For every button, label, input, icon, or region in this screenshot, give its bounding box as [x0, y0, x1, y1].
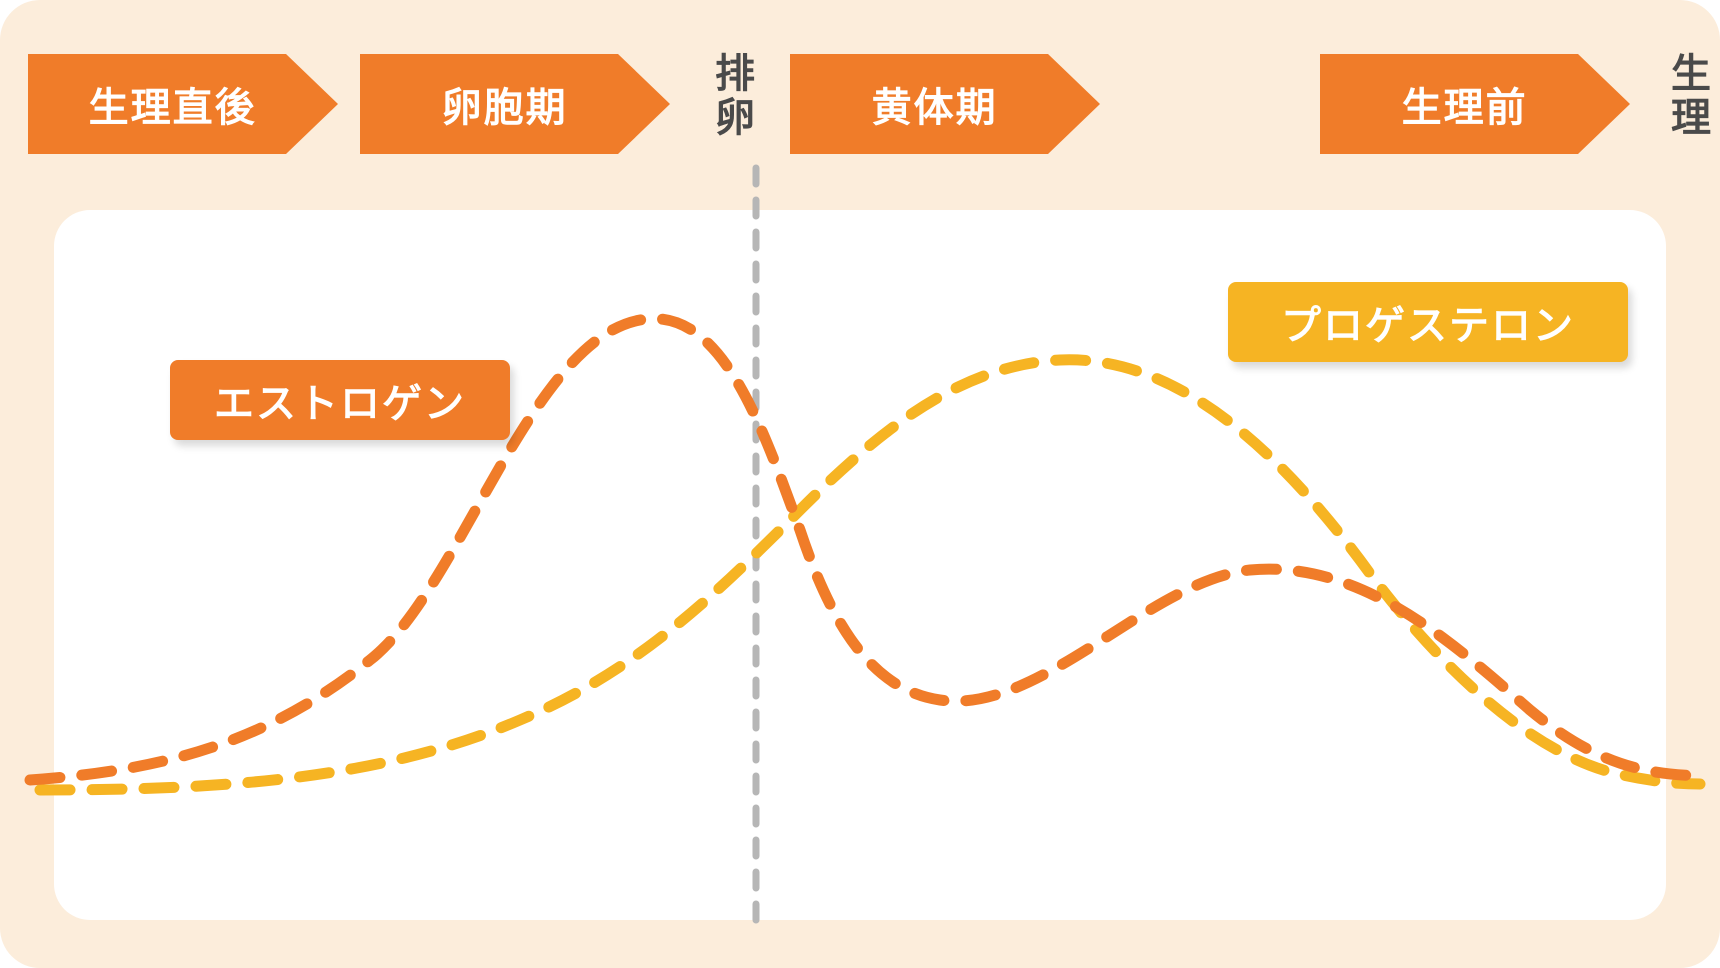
phase-arrow-1-label: 生理直後: [89, 75, 278, 133]
phase-arrow-4-label: 生理前: [1402, 75, 1549, 133]
estrogen-label-text: エストロゲン: [214, 371, 466, 429]
estrogen-label: エストロゲン: [170, 360, 510, 440]
infographic-canvas: 生理直後卵胞期黄体期生理前 排卵生理 エストロゲンプロゲステロン: [0, 0, 1720, 968]
chart-svg: [0, 0, 1720, 968]
progesterone-label-text: プロゲステロン: [1281, 293, 1575, 351]
progesterone-label: プロゲステロン: [1228, 282, 1628, 362]
phase-arrow-3-label: 黄体期: [872, 75, 1019, 133]
phase-arrow-2-label: 卵胞期: [442, 75, 589, 133]
